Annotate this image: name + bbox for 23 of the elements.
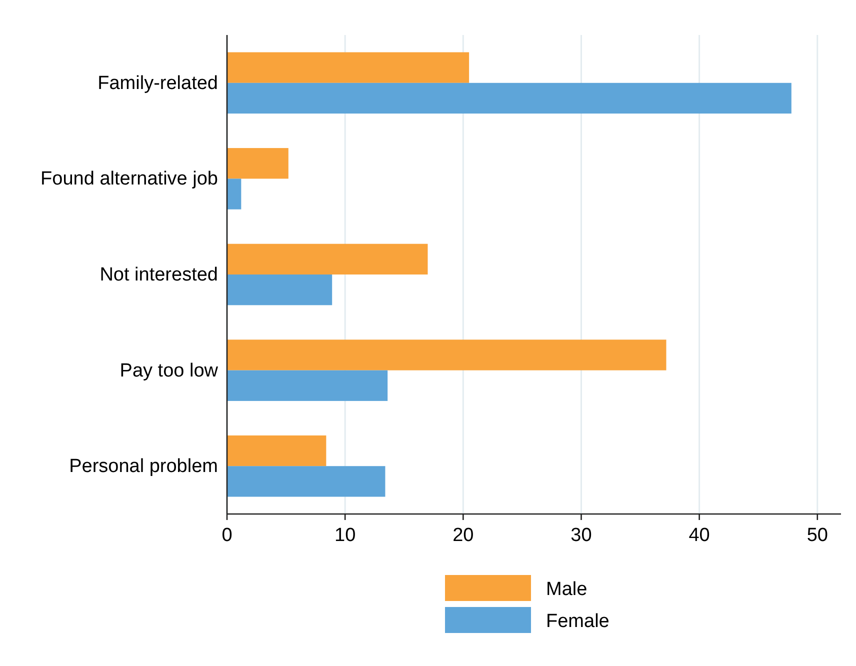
x-tick-label: 30	[570, 525, 592, 546]
y-tick-label: Pay too low	[120, 360, 218, 382]
bar	[227, 52, 470, 83]
y-tick-label: Personal problem	[69, 456, 218, 478]
x-tick-label: 20	[452, 525, 474, 546]
x-tick-label: 0	[222, 525, 232, 546]
x-tick-label: 40	[688, 525, 710, 546]
bar	[227, 466, 386, 497]
x-tick-label: 50	[806, 525, 828, 546]
legend-label: Female	[546, 611, 610, 632]
bar	[227, 274, 332, 306]
bar	[227, 244, 428, 274]
bar	[227, 435, 326, 466]
legend-label: Male	[546, 579, 588, 600]
y-tick-label: Family-related	[98, 72, 218, 94]
bar	[227, 148, 288, 179]
y-tick-label: Found alternative job	[40, 168, 218, 190]
bar	[227, 82, 792, 114]
bar	[227, 370, 388, 401]
bar	[227, 340, 666, 370]
bar	[227, 178, 242, 210]
y-tick-label: Not interested	[100, 264, 218, 286]
x-tick-label: 10	[334, 525, 356, 546]
